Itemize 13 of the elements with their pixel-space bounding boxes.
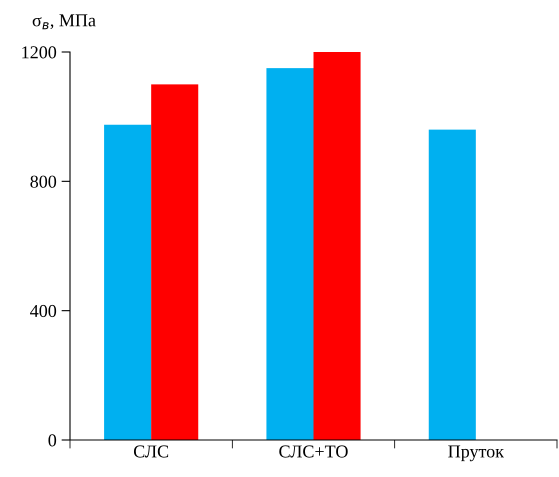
x-tick-label: СЛС+ТО — [279, 445, 348, 458]
y-tick-label: 0 — [48, 434, 56, 446]
bar — [151, 84, 198, 440]
y-tick-label: 400 — [30, 304, 56, 318]
x-tick-label: Пруток — [448, 446, 504, 462]
bar — [314, 52, 361, 440]
y-tick-label: 800 — [30, 176, 56, 188]
bar — [428, 130, 476, 440]
x-tick-label: СЛС — [134, 445, 168, 458]
y-tick-label: 1200 — [22, 46, 56, 58]
bar — [104, 124, 152, 440]
bar — [266, 68, 314, 440]
y-axis-title: σ$_{в}$, МПа — [32, 14, 96, 30]
